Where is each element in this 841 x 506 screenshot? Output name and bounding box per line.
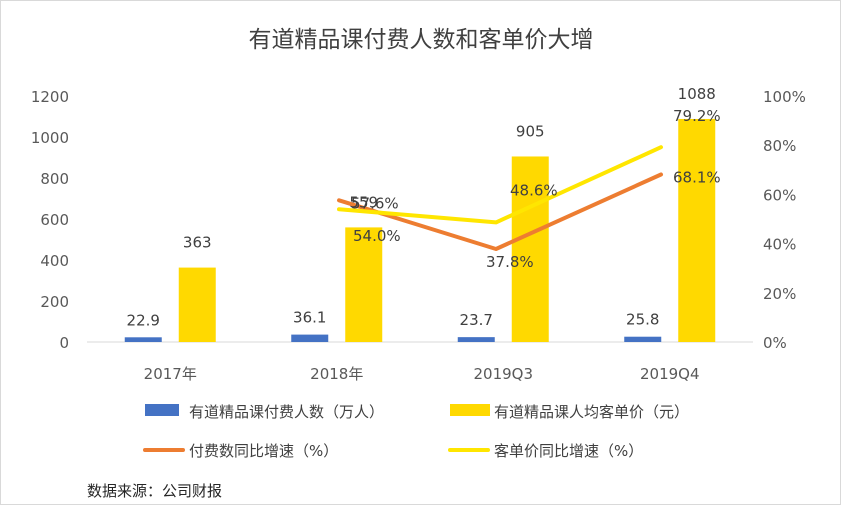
bar-paid-users (291, 334, 329, 342)
y-right-tick-label: 40% (763, 236, 796, 254)
bar-series-group (124, 118, 716, 343)
x-tick-label: 2017年 (144, 365, 197, 383)
y-left-tick-label: 800 (40, 170, 69, 188)
bar-paid-users (457, 337, 495, 342)
bar-data-label: 22.9 (127, 311, 160, 329)
chart-title: 有道精品课付费人数和客单价大增 (249, 27, 594, 53)
y-right-tick-label: 80% (763, 137, 796, 155)
legend-label: 客单价同比增速（%） (494, 442, 643, 460)
line-data-label: 79.2% (673, 107, 721, 125)
bar-paid-users (624, 336, 662, 342)
bar-data-label: 36.1 (293, 309, 326, 327)
x-tick-label: 2018年 (310, 365, 363, 383)
bar-avg-price (511, 156, 549, 342)
bar-avg-price (178, 267, 216, 342)
x-axis: 2017年 2018年 2019Q3 2019Q4 (87, 341, 753, 383)
line-data-label: 37.8% (486, 253, 534, 271)
bar-avg-price (345, 227, 383, 342)
x-tick-label: 2019Q4 (640, 365, 700, 383)
line-data-label: 68.1% (673, 168, 721, 186)
bar-data-label: 1088 (678, 85, 716, 103)
y-left-tick-label: 0 (59, 334, 69, 352)
legend-label: 付费数同比增速（%） (189, 442, 338, 460)
line-avg-price-growth (337, 145, 663, 225)
legend-label: 有道精品课付费人数（万人） (189, 403, 384, 421)
bar-data-label: 23.7 (460, 311, 493, 329)
legend: 有道精品课付费人数（万人） 有道精品课人均客单价（元） 付费数同比增速（%） 客单价同… (143, 403, 689, 460)
bar-data-label: 559 (349, 193, 378, 211)
y-right-tick-label: 20% (763, 285, 796, 303)
y-axis-right: 0% 20% 40% 60% 80% 100% (763, 88, 806, 352)
line-paid-users-growth (337, 172, 663, 251)
source-note: 数据来源：公司财报 (87, 482, 223, 500)
y-right-tick-label: 0% (763, 334, 787, 352)
line-series-group (337, 145, 663, 251)
data-labels-group: 22.9 36.1 23.7 25.8 363 559 905 1088 57.6% 37.8% 6… (127, 85, 721, 329)
legend-label: 有道精品课人均客单价（元） (494, 403, 689, 421)
y-left-tick-label: 1200 (31, 88, 69, 106)
legend-swatch (450, 404, 490, 416)
y-left-tick-label: 1000 (31, 129, 69, 147)
x-tick-label: 2019Q3 (473, 365, 533, 383)
y-left-tick-label: 600 (40, 211, 69, 229)
bar-data-label: 25.8 (626, 311, 659, 329)
line-data-label: 48.6% (510, 181, 558, 199)
line-data-label: 57.6% (351, 194, 399, 212)
line-data-label: 54.0% (353, 227, 401, 245)
y-right-tick-label: 60% (763, 186, 796, 204)
bar-paid-users (124, 337, 162, 342)
y-right-tick-label: 100% (763, 88, 806, 106)
bar-avg-price (678, 118, 716, 343)
bar-data-label: 905 (516, 122, 545, 140)
bar-data-label: 363 (183, 234, 212, 252)
legend-swatch (145, 404, 179, 416)
y-axis-left: 0 200 400 600 800 1000 1200 (31, 88, 69, 352)
y-left-tick-label: 400 (40, 252, 69, 270)
y-left-tick-label: 200 (40, 293, 69, 311)
